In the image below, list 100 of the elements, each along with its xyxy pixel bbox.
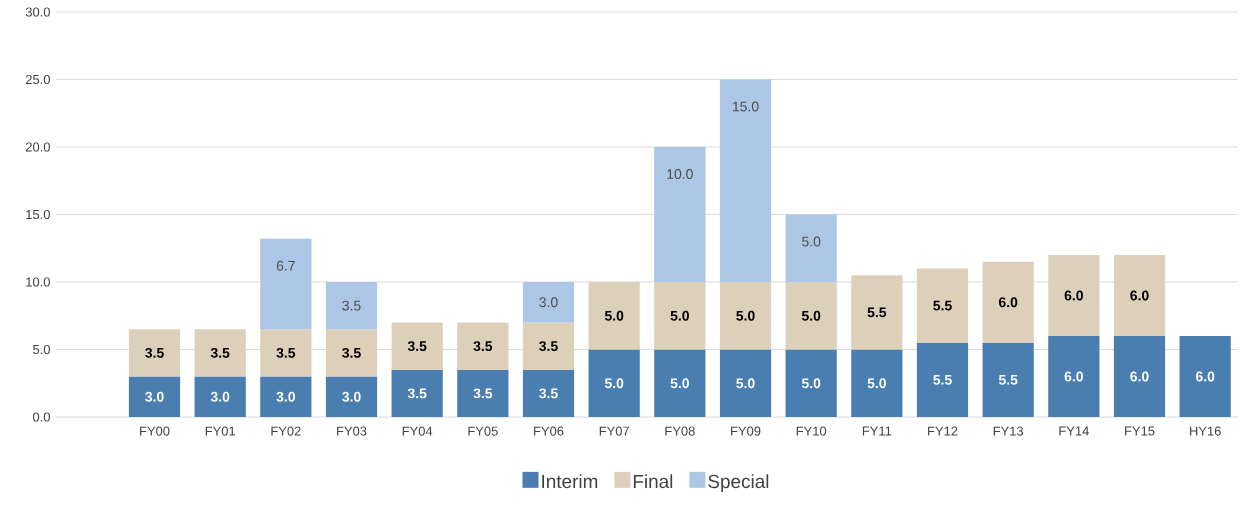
data-label: 3.5 [407,341,427,352]
data-label: 5.0 [867,378,886,389]
bar [916,342,969,417]
y-tick-label: 25.0 [25,74,50,85]
bar [128,376,181,417]
x-tick-label: FY02 [271,426,301,436]
data-label: 5.5 [998,375,1018,385]
x-tick-label: FY13 [993,426,1024,436]
bar [522,282,575,323]
bar [588,349,640,417]
y-tick-label: 10.0 [26,277,50,287]
data-label: 5.5 [933,300,952,311]
bar [851,349,903,417]
y-tick-label: 0.0 [32,412,50,422]
bar [851,275,903,350]
bar [325,282,378,330]
bar [260,329,312,377]
data-label: 15.0 [732,101,759,112]
data-label: 5.0 [801,310,821,321]
bar [128,329,181,377]
bar [785,214,837,282]
data-label: 5.0 [736,310,755,321]
data-label: 6.0 [998,297,1018,308]
bar [785,349,837,417]
legend-label: Final [633,474,673,489]
data-label: 10.0 [667,169,693,179]
data-label: 6.0 [1064,290,1083,301]
x-tick-label: HY16 [1190,426,1221,436]
bar [719,79,772,282]
data-label: 6.0 [1064,371,1083,382]
x-tick-label: FY14 [1059,426,1089,436]
x-tick-label: FY07 [599,426,629,436]
data-label: 5.5 [933,375,952,385]
bar [457,322,509,370]
bar [194,376,246,417]
bar [719,349,772,417]
x-tick-label: FY15 [1125,426,1155,436]
bar [654,349,706,417]
bar [916,268,969,343]
data-label: 5.0 [604,310,624,321]
data-label: 3.0 [539,297,558,308]
bar [325,329,378,377]
bar [391,369,443,417]
bar [1113,336,1166,417]
bar [260,238,312,330]
y-tick-label: 15.0 [26,209,50,220]
x-tick-label: FY05 [468,426,498,436]
bar [391,322,443,370]
bar [194,329,246,377]
data-label: 5.0 [604,378,624,389]
data-label: 5.5 [867,307,887,318]
x-tick-label: FY00 [140,426,170,436]
x-tick-label: FY03 [337,426,367,436]
data-label: 3.5 [342,347,361,358]
data-label: 3.5 [539,341,558,352]
data-label: 5.0 [670,310,689,321]
data-label: 5.0 [802,236,821,247]
bar [1048,255,1100,336]
data-label: 3.5 [210,347,230,358]
legend-label: Special [708,474,769,492]
bar [982,342,1034,417]
bar [457,369,509,417]
legend-label: Interim [542,474,598,489]
x-tick-label: FY04 [402,426,433,436]
x-tick-label: FY12 [928,426,958,436]
bar [522,322,575,370]
bar [1179,336,1231,417]
bar [1048,336,1100,417]
x-tick-label: FY06 [534,426,564,436]
x-tick-label: FY01 [205,426,236,436]
data-label: 6.0 [1195,371,1215,382]
bar [719,282,772,350]
data-label: 6.0 [1130,290,1149,301]
bar [654,147,706,282]
data-label: 3.0 [342,391,361,402]
bar [654,282,706,350]
data-label: 3.5 [539,388,558,399]
x-tick-label: FY09 [731,426,761,436]
bar [1113,255,1166,336]
data-label: 3.5 [342,300,361,311]
bar [522,369,575,417]
data-label: 3.0 [145,391,164,402]
data-label: 6.0 [1130,371,1149,382]
bar [588,282,640,350]
data-label: 5.0 [736,378,755,389]
bar [982,261,1034,343]
x-tick-label: FY08 [665,426,695,436]
y-tick-label: 5.0 [32,344,50,355]
data-label: 3.0 [276,391,295,402]
data-label: 5.0 [670,378,689,389]
bar [260,376,312,417]
x-tick-label: FY10 [796,426,827,436]
data-label: 3.0 [210,391,230,402]
data-label: 3.5 [145,347,164,358]
data-label: 5.0 [801,378,821,389]
x-tick-label: FY11 [862,426,892,436]
data-label: 3.5 [407,388,427,399]
bar [325,376,378,417]
data-label: 6.7 [276,260,295,271]
y-tick-label: 30.0 [25,7,50,17]
